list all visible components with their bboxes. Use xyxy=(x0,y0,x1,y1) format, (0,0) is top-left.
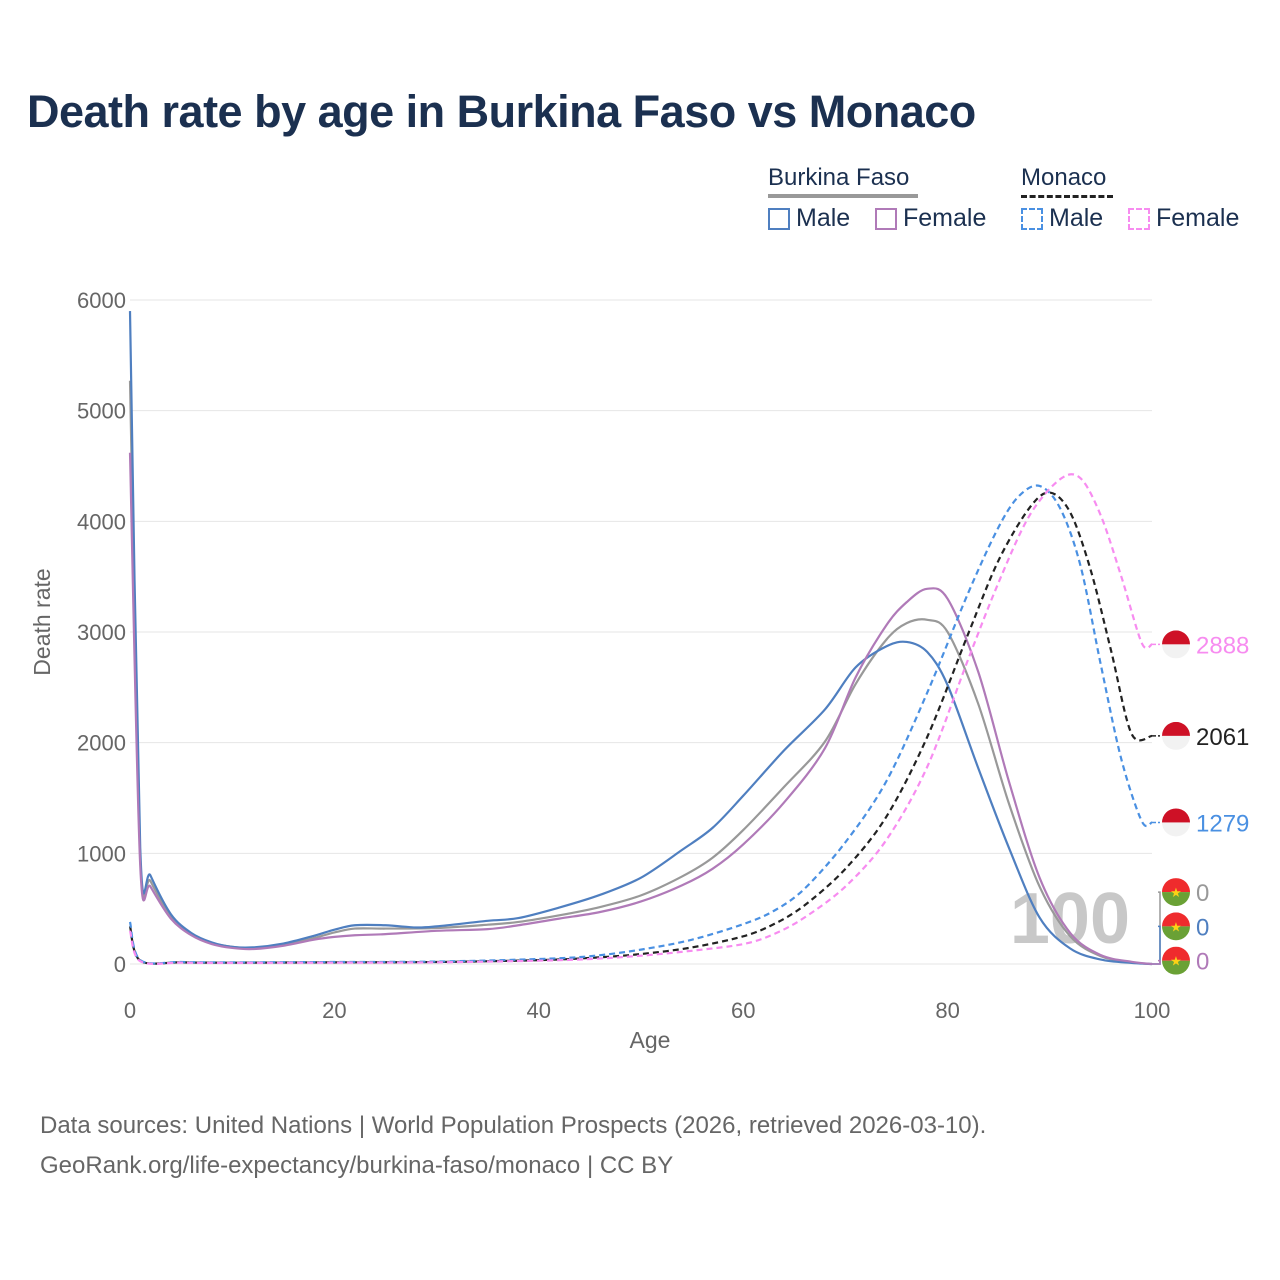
x-tick-label: 60 xyxy=(731,998,755,1023)
burkina-faso-flag-icon: ★ xyxy=(1162,912,1190,941)
end-label-connector xyxy=(1152,925,1161,965)
grid xyxy=(130,299,1152,965)
legend-item-label: Female xyxy=(1156,204,1240,232)
legend-group-label: Burkina Faso xyxy=(768,164,910,191)
y-tick-label: 2000 xyxy=(77,731,126,756)
svg-text:★: ★ xyxy=(1170,955,1182,970)
end-label-connector xyxy=(1152,959,1161,965)
burkina-faso-flag-icon: ★ xyxy=(1162,878,1190,907)
source-line: Data sources: United Nations | World Pop… xyxy=(40,1112,987,1139)
y-axis-label: Death rate xyxy=(29,568,55,675)
series-line-monaco-female[interactable] xyxy=(128,473,1153,965)
monaco-flag-icon xyxy=(1162,721,1190,750)
series-line-burkina-faso-male[interactable] xyxy=(128,311,1153,966)
legend-group-burkina-faso[interactable]: Burkina Faso xyxy=(768,164,918,198)
x-tick-label: 100 xyxy=(1134,998,1171,1023)
end-label-connector xyxy=(1152,891,1161,965)
end-value-label: 2061 xyxy=(1196,724,1249,751)
x-axis-label: Age xyxy=(630,1027,671,1053)
end-value-label: 0 xyxy=(1196,880,1209,907)
source-link[interactable]: GeoRank.org/life-expectancy/burkina-faso… xyxy=(40,1152,674,1179)
series-line-monaco-male[interactable] xyxy=(128,484,1153,965)
x-tick-label: 0 xyxy=(124,998,136,1023)
y-tick-label: 6000 xyxy=(77,288,126,313)
chart-title: Death rate by age in Burkina Faso vs Mon… xyxy=(27,86,976,137)
y-tick-label: 5000 xyxy=(77,399,126,424)
legend-swatch xyxy=(1021,207,1043,230)
legend-item-label: Male xyxy=(796,204,851,232)
end-value-label: 0 xyxy=(1196,914,1209,941)
y-tick-label: 0 xyxy=(114,952,126,977)
legend-swatch xyxy=(768,207,790,230)
monaco-flag-icon xyxy=(1162,630,1190,659)
legend-swatch xyxy=(1128,207,1150,230)
legend-item-burkina-faso-male[interactable]: Male xyxy=(768,204,850,233)
svg-text:★: ★ xyxy=(1170,920,1182,935)
series xyxy=(128,311,1153,966)
end-value-label: 2888 xyxy=(1196,632,1249,659)
end-value-label: 1279 xyxy=(1196,810,1249,837)
legend-group-monaco[interactable]: Monaco xyxy=(1021,164,1113,198)
burkina-faso-flag-icon: ★ xyxy=(1162,946,1190,975)
legend-item-monaco-male[interactable]: Male xyxy=(1021,204,1103,233)
legend-item-label: Male xyxy=(1049,204,1104,232)
legend-swatch xyxy=(875,207,897,230)
x-tick-label: 80 xyxy=(935,998,959,1023)
y-tick-label: 1000 xyxy=(77,841,126,866)
axes: 0 1000 2000 3000 4000 5000 6000 0 20 40 60 80 100 xyxy=(77,288,1170,1023)
end-value-label: 0 xyxy=(1196,949,1209,976)
svg-text:★: ★ xyxy=(1170,886,1182,901)
source-note: Data sources: United Nations | World Pop… xyxy=(40,1106,986,1186)
x-tick-label: 20 xyxy=(322,998,346,1023)
legend-group-label: Monaco xyxy=(1021,164,1107,191)
x-tick-label: 40 xyxy=(527,998,551,1023)
series-line-burkina-faso-female[interactable] xyxy=(128,452,1153,966)
end-labels: 2888 2061 1279 ★ 0 ★ 0 ★ 0 xyxy=(1152,630,1249,976)
y-tick-label: 3000 xyxy=(77,620,126,645)
legend-group-swatch xyxy=(768,194,918,198)
series-line-monaco-total[interactable] xyxy=(128,491,1153,965)
legend-group-swatch xyxy=(1021,195,1113,198)
legend-item-label: Female xyxy=(903,204,987,232)
legend-item-burkina-faso-female[interactable]: Female xyxy=(875,204,986,233)
monaco-flag-icon xyxy=(1162,808,1190,837)
legend-item-monaco-female[interactable]: Female xyxy=(1128,204,1239,233)
age-readout: 100 xyxy=(1010,879,1130,959)
y-tick-label: 4000 xyxy=(77,509,126,534)
